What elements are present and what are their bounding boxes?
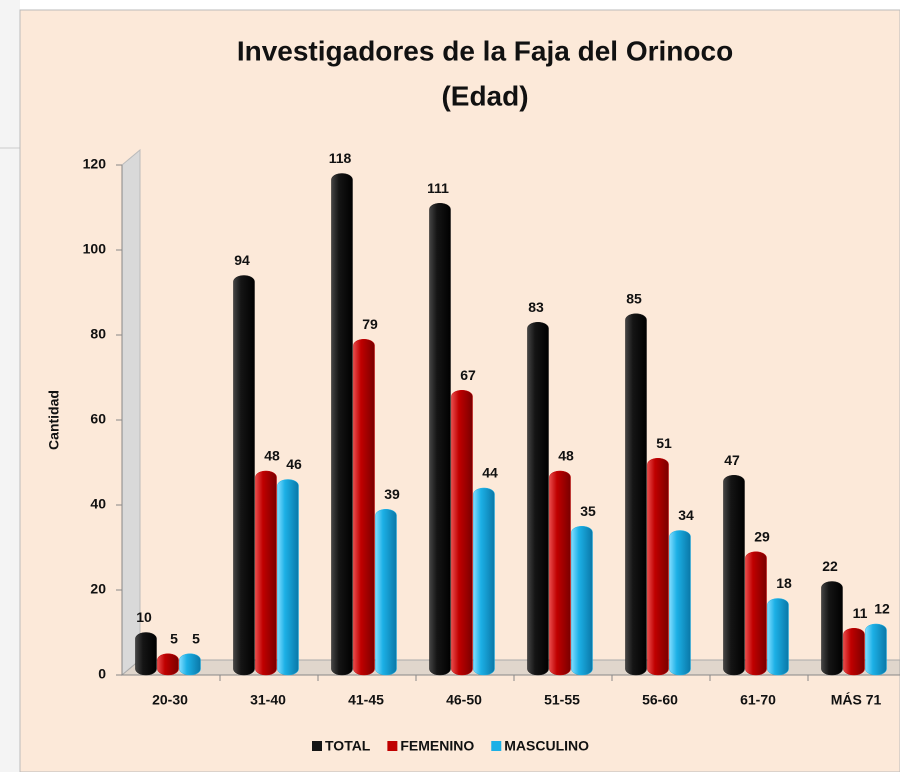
bar xyxy=(669,530,691,676)
bar xyxy=(233,275,255,676)
bar xyxy=(255,470,277,676)
y-tick-label: 120 xyxy=(83,156,107,172)
bar xyxy=(723,475,745,676)
x-tick-label: 56-60 xyxy=(642,692,678,708)
y-tick-label: 40 xyxy=(90,496,106,512)
bar xyxy=(549,470,571,676)
value-label: 39 xyxy=(384,486,400,502)
value-label: 67 xyxy=(460,367,476,383)
bar xyxy=(375,509,397,676)
value-label: 46 xyxy=(286,456,302,472)
value-label: 12 xyxy=(874,601,890,617)
side-wall xyxy=(121,148,141,677)
value-label: 83 xyxy=(528,299,544,315)
value-label: 5 xyxy=(170,630,178,646)
value-label: 11 xyxy=(853,605,868,621)
bar xyxy=(527,322,549,676)
value-label: 5 xyxy=(192,630,200,646)
bar xyxy=(429,203,451,676)
x-tick-label: 46-50 xyxy=(446,692,482,708)
bar xyxy=(179,653,201,676)
value-label: 79 xyxy=(362,316,378,332)
x-tick-label: 41-45 xyxy=(348,692,384,708)
legend-label: MASCULINO xyxy=(504,738,589,754)
value-label: 22 xyxy=(822,558,838,574)
y-tick-label: 80 xyxy=(90,326,106,342)
value-label: 18 xyxy=(776,575,792,591)
bar xyxy=(451,390,473,676)
bar xyxy=(353,339,375,676)
value-label: 111 xyxy=(427,180,449,196)
value-label: 29 xyxy=(754,528,770,544)
bar xyxy=(473,487,495,676)
bar xyxy=(277,479,299,676)
value-label: 48 xyxy=(264,448,280,464)
legend-label: FEMENINO xyxy=(400,738,474,754)
side-panel xyxy=(0,0,20,772)
bar xyxy=(843,628,865,676)
y-axis-label: Cantidad xyxy=(46,390,62,450)
bar xyxy=(647,458,669,676)
value-label: 44 xyxy=(482,465,498,481)
y-tick-label: 20 xyxy=(90,581,106,597)
chart-title: Investigadores de la Faja del Orinoco xyxy=(237,35,733,66)
bar xyxy=(331,173,353,676)
value-label: 34 xyxy=(678,507,694,523)
value-label: 118 xyxy=(329,150,352,166)
legend-label: TOTAL xyxy=(325,738,371,754)
x-tick-label: 51-55 xyxy=(544,692,580,708)
legend-swatch xyxy=(312,741,322,751)
legend-swatch xyxy=(491,741,502,751)
value-label: 48 xyxy=(558,448,574,464)
bar xyxy=(767,598,789,676)
bar xyxy=(571,526,593,676)
x-tick-label: 20-30 xyxy=(152,692,188,708)
value-label: 94 xyxy=(234,252,250,268)
value-label: 35 xyxy=(580,503,596,519)
x-tick-label: MÁS 71 xyxy=(831,692,882,708)
bar xyxy=(821,581,843,676)
x-tick-label: 61-70 xyxy=(740,692,776,708)
legend-swatch xyxy=(387,741,398,751)
y-tick-label: 60 xyxy=(90,411,106,427)
bar xyxy=(865,623,887,676)
value-label: 85 xyxy=(626,290,642,306)
x-tick-label: 31-40 xyxy=(250,692,286,708)
bar xyxy=(135,632,157,676)
value-label: 47 xyxy=(724,452,740,468)
y-tick-label: 0 xyxy=(98,666,106,682)
bar xyxy=(625,313,647,676)
y-tick-label: 100 xyxy=(83,241,107,257)
value-label: 10 xyxy=(136,609,152,625)
bar xyxy=(745,551,767,676)
value-label: 51 xyxy=(656,435,672,451)
chart-subtitle: (Edad) xyxy=(441,80,528,111)
bar xyxy=(157,653,179,676)
